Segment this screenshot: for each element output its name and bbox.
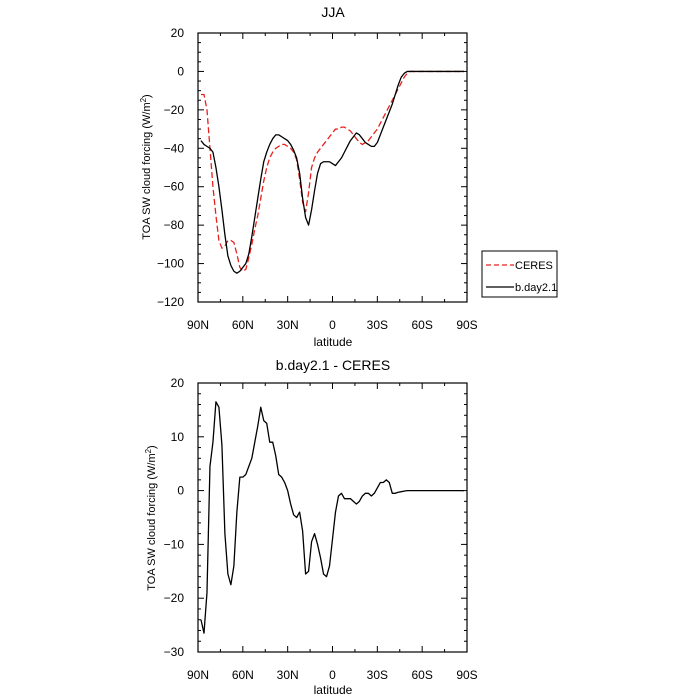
y-axis-label-bottom-close: ) <box>146 445 158 449</box>
x-tick-label-1-5: 60S <box>411 668 432 682</box>
y-axis-label-top: TOA SW cloud forcing (W/m2) <box>139 94 154 239</box>
legend-box <box>481 250 558 298</box>
x-tick-label-0-3: 0 <box>329 318 336 332</box>
y-tick-label-0-3: −60 <box>164 180 185 194</box>
y-tick-label-1-0: −30 <box>164 645 185 659</box>
panel-bottom: b.day2.1 - CERES 90N 60N 30N 0 30S 60S 90S −30 −… <box>144 357 478 697</box>
chart-title-bottom: b.day2.1 - CERES <box>276 357 390 373</box>
series-line-0-1 <box>200 70 465 274</box>
x-tick-label-1-4: 30S <box>367 668 388 682</box>
legend-label-ceres: CERES <box>515 260 553 272</box>
x-axis-label-top: latitude <box>314 335 353 349</box>
x-tick-label-1-1: 60N <box>232 668 254 682</box>
y-axis-label-bottom-sup: 2 <box>144 448 153 453</box>
y-tick-label-0-4: −40 <box>164 141 185 155</box>
x-tick-label-0-6: 90S <box>456 318 477 332</box>
y-axis-label-bottom: TOA SW cloud forcing (W/m2) <box>144 445 159 590</box>
x-tick-label-1-2: 30N <box>277 668 299 682</box>
plot-area-bottom: 90N 60N 30N 0 30S 60S 90S −30 −20 −10 0 10 20 <box>164 376 478 682</box>
y-axis-label-top-close: ) <box>141 94 153 98</box>
plot-frame-1 <box>197 382 468 653</box>
y-tick-label-0-1: −100 <box>157 257 184 271</box>
x-tick-label-0-2: 30N <box>277 318 299 332</box>
y-tick-label-0-2: −80 <box>164 218 185 232</box>
y-tick-label-1-2: −10 <box>164 537 185 551</box>
y-tick-label-0-6: 0 <box>177 64 184 78</box>
panel-top: JJA 90N 60N 30N 0 30S 60S 90S −120 −100 −80 −60 −40… <box>139 4 558 349</box>
x-tick-label-0-5: 60S <box>411 318 432 332</box>
y-axis-label-top-sup: 2 <box>139 97 148 102</box>
chart-title-top: JJA <box>321 4 345 20</box>
x-tick-label-0-1: 60N <box>232 318 254 332</box>
y-tick-label-0-7: 20 <box>171 26 185 40</box>
x-tick-label-1-6: 90S <box>456 668 477 682</box>
x-tick-label-0-4: 30S <box>367 318 388 332</box>
series-line-0-0 <box>200 70 465 272</box>
y-tick-label-1-3: 0 <box>177 484 184 498</box>
y-tick-label-1-4: 10 <box>171 430 185 444</box>
y-tick-label-0-5: −20 <box>164 103 185 117</box>
series-line-1-0 <box>200 401 465 634</box>
y-tick-label-1-5: 20 <box>171 376 185 390</box>
y-tick-label-1-1: −20 <box>164 591 185 605</box>
y-tick-label-0-0: −120 <box>157 295 184 309</box>
y-axis-label-bottom-main: TOA SW cloud forcing (W/m <box>146 453 158 590</box>
x-tick-label-1-3: 0 <box>329 668 336 682</box>
x-tick-label-0-0: 90N <box>187 318 209 332</box>
plot-area-top: 90N 60N 30N 0 30S 60S 90S −120 −100 −80 −60 −40 −20 0… <box>157 26 478 332</box>
y-axis-label-top-main: TOA SW cloud forcing (W/m <box>141 102 153 239</box>
legend-label-bday: b.day2.1 <box>515 282 557 294</box>
legend: CERES b.day2.1 <box>481 250 558 298</box>
x-tick-label-1-0: 90N <box>187 668 209 682</box>
x-axis-label-bottom: latitude <box>314 683 353 697</box>
